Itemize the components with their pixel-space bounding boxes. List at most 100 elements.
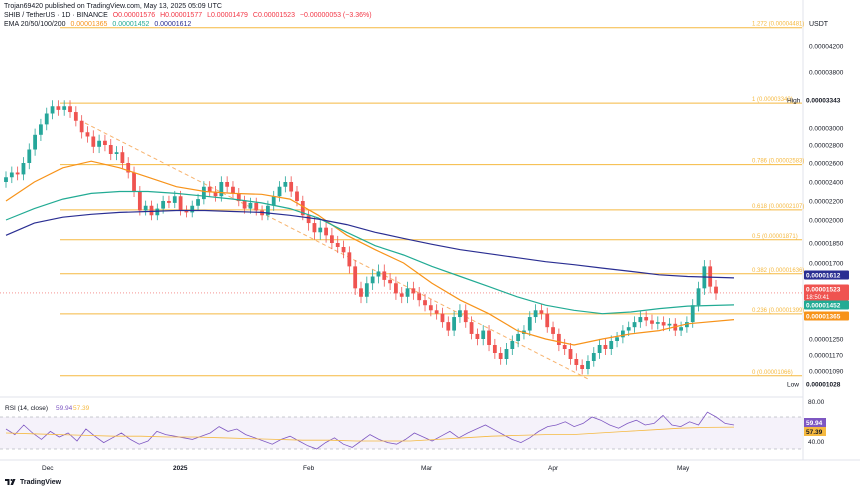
countdown-label: 18:50:41: [806, 295, 830, 301]
candle-body: [376, 271, 381, 277]
price-tick-label: 0.00004200: [809, 44, 844, 51]
candle-body: [475, 333, 480, 339]
candle-body: [312, 223, 317, 233]
candle-body: [533, 310, 538, 318]
price-tag: 0.00001365: [804, 311, 849, 321]
candle-body: [97, 140, 102, 147]
candle-body: [580, 365, 585, 369]
ema-legend[interactable]: EMA 20/50/100/200 0.00001365 0.00001452 …: [4, 20, 604, 29]
candle-body: [108, 145, 113, 154]
candle-body: [452, 317, 457, 331]
candle-body: [568, 349, 573, 359]
high-value: H0.00001577: [160, 12, 203, 19]
candle-body: [405, 288, 410, 297]
ema20-value: 0.00001365: [70, 21, 108, 28]
candle-body: [15, 172, 20, 175]
candle-body: [201, 186, 206, 200]
candle-body: [394, 283, 398, 294]
footer-brand-label: TradingView: [20, 478, 62, 486]
candle-body: [609, 341, 614, 349]
candle-body: [190, 205, 195, 213]
ema100-value: 0.00001612: [154, 21, 192, 28]
price-tag-label: 0.00001452: [806, 303, 841, 310]
rsi-line: [5, 411, 735, 450]
symbol-legend[interactable]: SHIB / TetherUS · 1D · BINANCE O0.000015…: [4, 11, 604, 20]
candle-body: [33, 134, 37, 150]
price-tag-label: 0.00001365: [806, 314, 841, 321]
candle-body: [661, 322, 666, 326]
candle-body: [591, 353, 596, 361]
candle-body: [487, 330, 491, 345]
ema20-line: [5, 160, 735, 346]
candle-body: [655, 322, 660, 324]
price-tick-label: 0.00002000: [809, 218, 844, 225]
fib-level-label: 1 (0.00003343): [752, 97, 793, 103]
candle-body: [696, 288, 701, 306]
price-tick-label: 0.00002200: [809, 199, 844, 206]
time-tick-label: Mar: [421, 465, 433, 472]
candle-body: [481, 330, 486, 339]
candle-body: [603, 345, 608, 349]
candle-body: [335, 243, 340, 247]
candle-body: [574, 359, 579, 365]
fib-level-label: 0.382 (0.00001636): [752, 268, 804, 274]
change-value: −0.00000053 (−3.36%): [299, 12, 372, 19]
price-tag: 0.00001612: [804, 270, 849, 280]
candle-body: [79, 120, 84, 133]
footer-brand[interactable]: TradingView: [5, 478, 61, 486]
tradingview-logo-icon: [5, 479, 16, 485]
candle-body: [586, 361, 590, 369]
price-tag-label: 0.00001523: [806, 287, 841, 294]
candle-body: [68, 106, 72, 113]
candle-body: [330, 235, 334, 243]
candle-body: [85, 132, 90, 137]
candle-body: [283, 182, 288, 187]
candle-body: [50, 106, 55, 114]
candle-body: [423, 300, 427, 306]
candle-body: [137, 191, 142, 211]
close-value: C0.00001523: [252, 12, 295, 19]
price-tick-label: 0.00003000: [809, 126, 844, 133]
candle-body: [388, 279, 392, 284]
candle-body: [539, 310, 544, 314]
rsi-value-tag-label: 59.94: [806, 420, 823, 427]
rsi-ma-value: 57.39: [73, 405, 90, 412]
candle-body: [626, 327, 631, 331]
rsi-value-tag: [804, 418, 826, 427]
fib-level-label: 1.272 (0.00004481): [752, 22, 804, 28]
candle-body: [417, 293, 422, 301]
candle-body: [167, 201, 171, 203]
candle-body: [597, 345, 602, 353]
candle-body: [4, 177, 8, 182]
price-tick-label: 0.00002800: [809, 143, 844, 150]
candle-body: [551, 327, 555, 334]
candle-body: [708, 266, 713, 287]
candle-body: [650, 320, 654, 324]
candle-body: [9, 172, 14, 178]
ema-label: EMA 20/50/100/200: [4, 21, 66, 28]
candle-body: [289, 182, 294, 192]
publish-line: Trojan69420 published on TradingView.com…: [4, 3, 222, 10]
price-tag-label: 0.00001028: [806, 382, 841, 389]
price-tag-label: 0.00003343: [806, 98, 841, 105]
time-tick-label: Dec: [42, 465, 54, 472]
fib-level-label: 0.786 (0.00002583): [752, 159, 804, 165]
fib-level-label: 0.618 (0.00002107): [752, 204, 804, 210]
price-tag: High 0.00003343: [787, 95, 849, 105]
candle-body: [690, 305, 695, 323]
candle-body: [556, 333, 561, 345]
candle-body: [516, 333, 521, 341]
price-tag: 0.00001452: [804, 300, 849, 310]
ema50-value: 0.00001452: [112, 21, 150, 28]
candle-body: [295, 191, 299, 201]
time-tick-label: 2025: [173, 465, 188, 472]
price-tag: Low 0.00001028: [787, 379, 849, 389]
price-tick-label: 0.00001700: [809, 261, 844, 268]
fib-level-label: 0 (0.00001066): [752, 370, 793, 376]
candle-body: [353, 266, 358, 289]
candle-body: [126, 163, 131, 173]
candle-body: [265, 205, 270, 216]
candle-body: [277, 186, 282, 197]
price-tag-caption: High: [787, 98, 801, 105]
